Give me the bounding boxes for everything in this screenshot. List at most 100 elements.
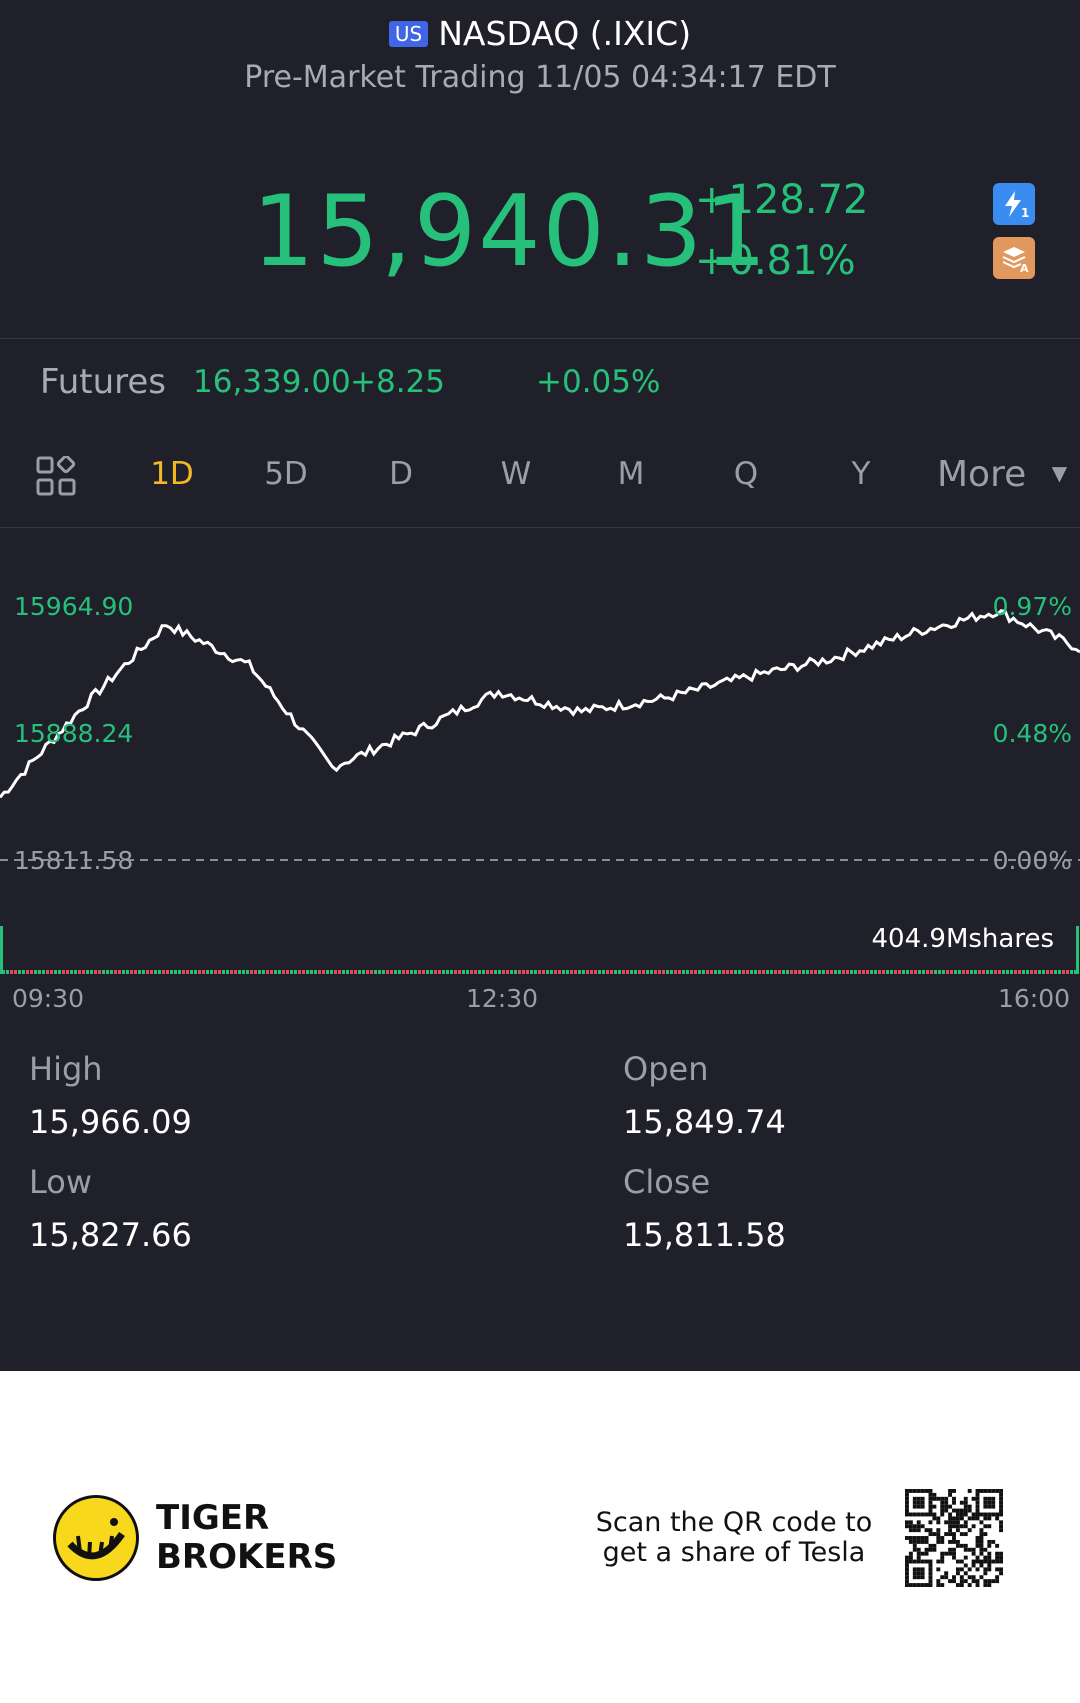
volume-bar [102, 970, 105, 974]
volume-bar [78, 970, 81, 974]
volume-bar [1054, 970, 1057, 974]
volume-bar [362, 970, 365, 974]
volume-bar [606, 970, 609, 974]
volume-bar [250, 970, 253, 974]
volume-label: 404.9Mshares [871, 924, 1054, 954]
qr-code [905, 1489, 1003, 1587]
volume-bar [194, 970, 197, 974]
tab-d[interactable]: D [389, 456, 413, 492]
tiger-logo-icon [53, 1495, 139, 1581]
volume-bar [978, 970, 981, 974]
volume-bar [570, 970, 573, 974]
volume-bar [490, 970, 493, 974]
volume-bar [70, 970, 73, 974]
volume-bar [1038, 970, 1041, 974]
volume-bar [798, 970, 801, 974]
volume-bar [782, 970, 785, 974]
volume-bar [50, 970, 53, 974]
volume-bar [526, 970, 529, 974]
volume-bar [290, 970, 293, 974]
volume-bar [914, 970, 917, 974]
volume-bar [158, 970, 161, 974]
x-label-open: 09:30 [12, 984, 85, 1013]
volume-bar [714, 970, 717, 974]
volume-bar [498, 970, 501, 974]
tab-y[interactable]: Y [851, 456, 871, 492]
volume-bar [522, 970, 525, 974]
volume-bar [438, 970, 441, 974]
volume-bar [850, 970, 853, 974]
grid-icon[interactable] [36, 454, 76, 496]
volume-bar [230, 970, 233, 974]
volume-bar [446, 970, 449, 974]
volume-bar [238, 970, 241, 974]
volume-bar [242, 970, 245, 974]
tab-q[interactable]: Q [733, 456, 759, 492]
volume-bar [310, 970, 313, 974]
volume-bar [706, 970, 709, 974]
volume-bar [22, 970, 25, 974]
volume-bar [110, 970, 113, 974]
volume-bar [354, 970, 357, 974]
volume-bar [222, 970, 225, 974]
y-label-mid: 15888.24 [14, 719, 134, 748]
volume-bar [906, 970, 909, 974]
volume-bar [278, 970, 281, 974]
y-label-high: 15964.90 [14, 592, 134, 621]
volume-bar [26, 970, 29, 974]
intraday-chart [0, 609, 1080, 974]
volume-bar [642, 970, 645, 974]
volume-bar [218, 970, 221, 974]
price-line [0, 609, 1080, 799]
volume-bar [750, 970, 753, 974]
volume-bar [638, 970, 641, 974]
volume-bar [574, 970, 577, 974]
x-label-close: 16:00 [997, 984, 1070, 1013]
volume-bar [742, 970, 745, 974]
tab-m[interactable]: M [617, 456, 645, 492]
volume-bar [866, 970, 869, 974]
divider [0, 338, 1080, 339]
layers-icon[interactable]: A [993, 237, 1035, 279]
volume-bar [846, 970, 849, 974]
volume-bar [210, 970, 213, 974]
tab-w[interactable]: W [500, 456, 532, 492]
volume-bar [994, 970, 997, 974]
volume-bar [826, 970, 829, 974]
tab-1d[interactable]: 1D [150, 456, 194, 492]
volume-bar [998, 970, 1001, 974]
volume-bar [370, 970, 373, 974]
volume-bar [610, 970, 613, 974]
volume-bar [1022, 970, 1025, 974]
volume-bar [2, 970, 5, 974]
volume-bar [858, 970, 861, 974]
volume-bar [654, 970, 657, 974]
volume-bar [338, 970, 341, 974]
volume-bar [382, 970, 385, 974]
volume-bar [874, 970, 877, 974]
volume-bar [970, 970, 973, 974]
lightning-icon[interactable]: 1 [993, 183, 1035, 225]
volume-bar [90, 970, 93, 974]
volume-bar [774, 970, 777, 974]
tab-5d[interactable]: 5D [264, 456, 308, 492]
volume-bar [62, 970, 65, 974]
volume-bar [470, 970, 473, 974]
volume-bar [14, 970, 17, 974]
volume-bar [434, 970, 437, 974]
volume-bar [0, 926, 3, 974]
volume-bar [766, 970, 769, 974]
volume-bar [10, 970, 13, 974]
more-dropdown[interactable]: More ▼ [937, 454, 1067, 495]
volume-bar [1034, 970, 1037, 974]
volume-bar [666, 970, 669, 974]
volume-bar [146, 970, 149, 974]
volume-bar [554, 970, 557, 974]
svg-text:1: 1 [1021, 206, 1029, 219]
price-change: +128.72 [695, 177, 869, 223]
volume-bar [1002, 970, 1005, 974]
svg-text:A: A [1020, 262, 1029, 273]
volume-bar [1066, 970, 1069, 974]
volume-bar [282, 970, 285, 974]
volume-bar [870, 970, 873, 974]
